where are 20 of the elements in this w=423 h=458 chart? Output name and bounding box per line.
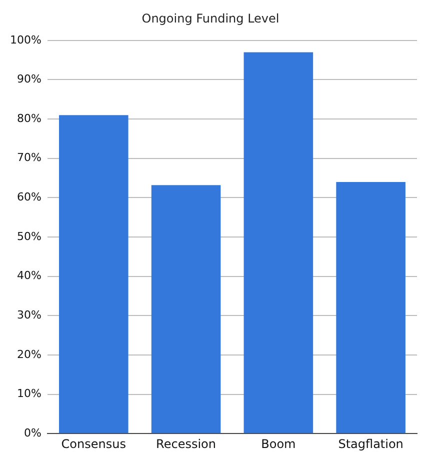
y-tick-label: 90%: [16, 72, 42, 86]
bar: [336, 182, 406, 434]
x-tick-label: Consensus: [61, 436, 126, 451]
y-tick-label: 0%: [24, 426, 42, 440]
y-tick-label: 70%: [16, 151, 42, 164]
bar: [151, 185, 221, 434]
x-tick-label: Stagflation: [338, 436, 404, 451]
y-tick-label: 20%: [16, 348, 42, 361]
y-tick-label: 100%: [10, 33, 42, 46]
y-tick-label: 50%: [16, 230, 42, 243]
x-tick-label: Recession: [156, 436, 216, 451]
bar: [58, 115, 128, 434]
y-tick-label: 30%: [16, 308, 42, 322]
y-tick-label: 40%: [16, 269, 42, 282]
x-tick-label: Boom: [261, 436, 296, 451]
y-tick-label: 80%: [16, 112, 42, 125]
y-tick-label: 60%: [16, 190, 42, 204]
y-tick-label: 10%: [16, 387, 42, 400]
bar: [244, 52, 314, 434]
chart-title: Ongoing Funding Level: [142, 11, 280, 26]
